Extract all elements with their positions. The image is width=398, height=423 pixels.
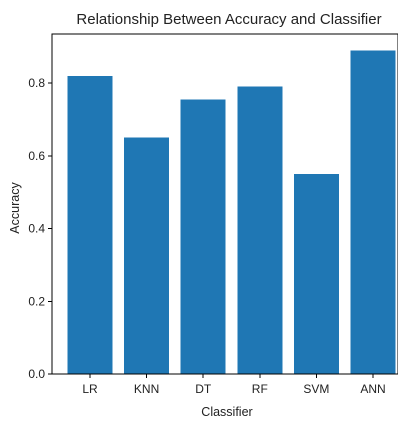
bar-rf [237,86,283,374]
bars [67,50,396,375]
y-tick-label: 0.6 [28,149,45,163]
plot-area: 0.0 0.2 0.4 0.6 0.8 LR KNN DT RF SVM ANN [28,33,398,396]
bar-dt [180,99,226,374]
y-axis-title: Accuracy [8,182,22,234]
bar-lr [67,75,113,374]
x-tick-label: DT [195,382,212,396]
y-tick-label: 0.0 [28,367,45,381]
x-tick-label: RF [252,382,268,396]
x-tick-label: LR [82,382,98,396]
x-tick-label: ANN [360,382,385,396]
y-axis-ticks: 0.0 0.2 0.4 0.6 0.8 [28,76,52,381]
bar-svm [293,174,339,374]
x-axis-ticks: LR KNN DT RF SVM ANN [82,374,386,396]
chart-title: Relationship Between Accuracy and Classi… [76,11,381,28]
y-tick-label: 0.2 [28,294,45,308]
bar-knn [124,137,170,374]
plot-frame [51,33,398,375]
x-axis-title: Classifier [201,405,252,419]
y-tick-label: 0.4 [28,222,45,236]
bar-ann [350,50,396,375]
x-tick-label: SVM [303,382,329,396]
x-tick-label: KNN [134,382,159,396]
y-tick-label: 0.8 [28,76,45,90]
